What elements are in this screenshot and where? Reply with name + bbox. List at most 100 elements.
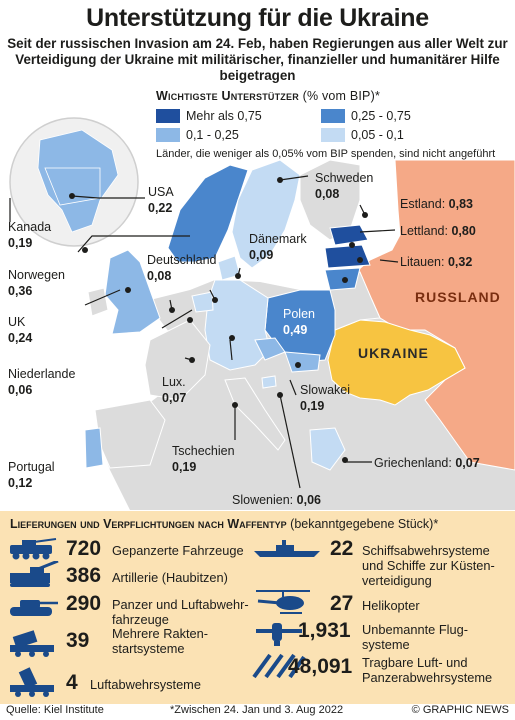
country-value: 0,19	[300, 399, 325, 413]
legend-label: 0,1 - 0,25	[186, 128, 239, 142]
country-value: 0,08	[315, 187, 340, 201]
country-name: Portugal	[8, 460, 55, 474]
legend-item: Mehr als 0,75	[156, 109, 262, 123]
artillery-icon	[10, 561, 59, 587]
helicopter-count: 27	[330, 592, 354, 615]
country-name: Slowenien:	[232, 493, 294, 507]
legend-swatch	[321, 109, 345, 123]
country-label-lettland: Lettland: 0,80	[400, 223, 476, 239]
country-label-slowakei: Slowakei 0,19	[300, 382, 350, 414]
country-label-portugal: Portugal 0,12	[8, 459, 55, 491]
legend-item: 0,1 - 0,25	[156, 128, 239, 142]
country-value: 0,83	[448, 197, 473, 211]
legend-title: Wichtigste Unterstützer (% vom BIP)*	[156, 89, 512, 103]
legend-label: Mehr als 0,75	[186, 109, 262, 123]
country-label-usa: USA 0,22	[148, 184, 174, 216]
country-name: Norwegen	[8, 268, 65, 282]
page-subtitle: Seit der russischen Invasion am 24. Feb,…	[7, 36, 508, 83]
legend-title-text: Wichtigste Unterstützer	[156, 89, 299, 103]
sweden-region	[231, 159, 301, 269]
country-label-uk: UK 0,24	[8, 314, 32, 346]
armored-vehicle-count: 720	[66, 537, 102, 560]
country-name: Estland:	[400, 197, 446, 211]
country-name: Lux.	[162, 375, 186, 389]
russia-region	[357, 159, 515, 471]
uk-region	[104, 249, 161, 335]
country-label-niederlande: Niederlande 0,06	[8, 366, 75, 398]
country-value: 0,80	[451, 224, 476, 238]
ukraine-label: UKRAINE	[358, 345, 429, 361]
ukraine-region	[327, 319, 466, 406]
legend-item: 0,25 - 0,75	[321, 109, 411, 123]
country-label-lux: Lux. 0,07	[162, 374, 186, 406]
legend-note: Länder, die weniger als 0,05% vom BIP sp…	[156, 148, 496, 160]
warship-count: 22	[330, 537, 354, 560]
helicopter-label: Helikopter	[362, 598, 420, 613]
country-label-deutschland: Deutschland 0,08	[147, 252, 217, 284]
weapons-panel: Lieferungen und Verpflichtungen nach Waf…	[0, 511, 515, 704]
country-label-tschechien: Tschechien 0,19	[172, 443, 235, 475]
country-name: Litauen:	[400, 255, 445, 269]
country-label-norwegen: Norwegen 0,36	[8, 267, 65, 299]
country-name: Deutschland	[147, 253, 217, 267]
tank-count: 290	[66, 592, 102, 615]
latvia-region	[324, 244, 371, 269]
weapons-title-text: Lieferungen und Verpflichtungen nach Waf…	[10, 517, 287, 531]
legend-swatch	[321, 128, 345, 142]
drone-count: 1,931	[298, 619, 351, 642]
weapons-unit: (bekanntgegebene Stück)*	[290, 517, 439, 531]
slovakia-region	[284, 351, 321, 373]
air-defense-count: 4	[66, 671, 78, 694]
legend: Wichtigste Unterstützer (% vom BIP)* Meh…	[156, 89, 512, 160]
country-label-kanada: Kanada 0,19	[8, 219, 51, 251]
weapons-title: Lieferungen und Verpflichtungen nach Waf…	[10, 517, 438, 531]
rocket-launcher-count: 39	[66, 629, 90, 652]
page-title: Unterstützung für die Ukraine	[86, 4, 429, 32]
warship-label: Schiffsabwehrsysteme und Schiffe zur Küs…	[362, 543, 495, 588]
country-value: 0,32	[447, 255, 473, 269]
country-value: 0,24	[8, 331, 33, 345]
country-label-polen: Polen 0,49	[283, 306, 315, 338]
country-label-litauen: Litauen: 0,32	[400, 254, 472, 270]
missiles-icon	[252, 653, 306, 679]
legend-swatch	[156, 109, 180, 123]
country-value: 0,22	[148, 201, 173, 215]
armored-vehicle-label: Gepanzerte Fahrzeuge	[112, 543, 244, 558]
tank-label: Panzer und Luftabwehr- fahrzeuge	[112, 597, 249, 627]
legend-unit: (% vom BIP)*	[302, 89, 381, 103]
country-label-daenemark: Dänemark 0,09	[249, 231, 307, 263]
footer-note: *Zwischen 24. Jan und 3. Aug 2022	[170, 704, 344, 716]
footer: Quelle: Kiel Institute *Zwischen 24. Jan…	[0, 703, 515, 720]
country-name: Niederlande	[8, 367, 76, 381]
portugal-region	[84, 427, 104, 469]
country-label-slowenien: Slowenien: 0,06	[232, 492, 321, 508]
artillery-count: 386	[66, 564, 102, 587]
legend-label: 0,25 - 0,75	[351, 109, 411, 123]
country-value: 0,36	[8, 284, 33, 298]
country-name: Schweden	[315, 171, 374, 185]
footer-source: Quelle: Kiel Institute	[6, 704, 104, 716]
country-name: Kanada	[8, 220, 52, 234]
missiles-count: 48,091	[288, 655, 353, 678]
country-value: 0,12	[8, 476, 33, 490]
country-value: 0,06	[296, 493, 321, 507]
artillery-label: Artillerie (Haubitzen)	[112, 570, 228, 585]
country-value: 0,08	[147, 269, 172, 283]
air-defense-icon	[10, 667, 54, 697]
greece-region	[309, 427, 346, 471]
rocket-launcher-label: Mehrere Rakten- startsysteme	[112, 626, 209, 656]
missiles-label: Tragbare Luft- und Panzerabwehrsysteme	[362, 655, 493, 685]
rocket-launcher-icon	[10, 630, 54, 657]
country-value: 0,07	[162, 391, 187, 405]
country-label-schweden: Schweden 0,08	[315, 170, 373, 202]
europe-map	[0, 92, 515, 510]
country-value: 0,06	[8, 383, 33, 397]
country-name: USA	[148, 185, 174, 199]
slovenia-region	[261, 375, 277, 389]
country-label-estland: Estland: 0,83	[400, 196, 473, 212]
country-label-griechenland: Griechenland: 0,07	[374, 455, 480, 471]
helicopter-icon	[256, 590, 310, 614]
drone-label: Unbemannte Flug- systeme	[362, 622, 468, 652]
country-name: Lettland:	[400, 224, 448, 238]
footer-credit: © GRAPHIC NEWS	[411, 704, 509, 716]
